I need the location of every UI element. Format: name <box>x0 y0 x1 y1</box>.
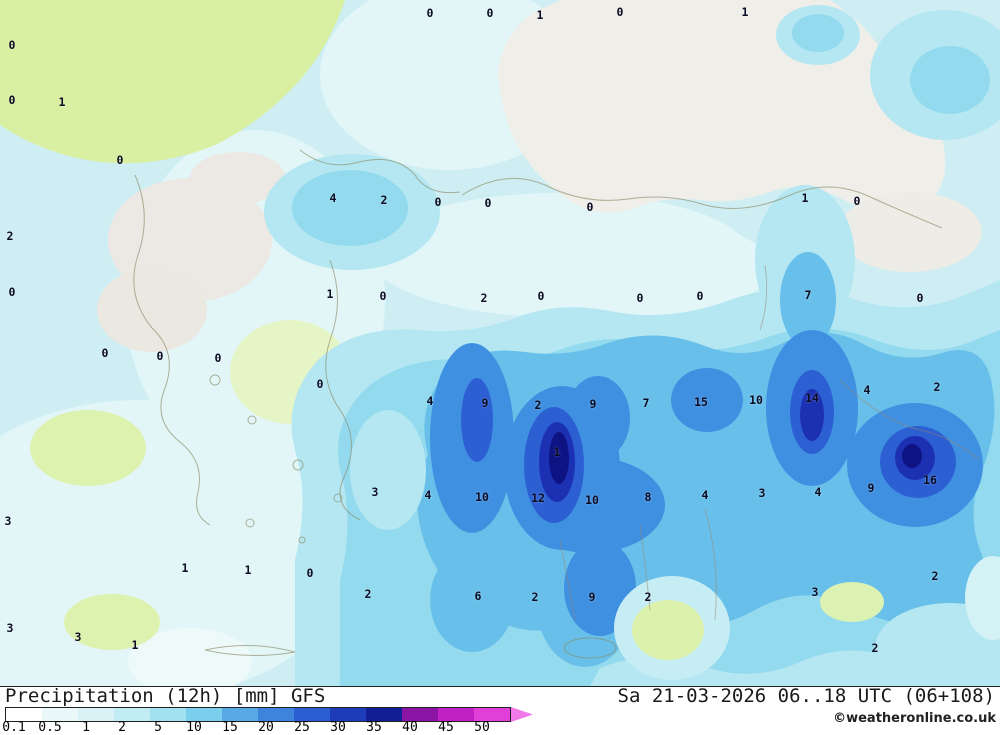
legend-tick-label: 50 <box>474 720 490 735</box>
legend-segment <box>474 708 510 721</box>
precip-field-svg <box>0 0 1000 686</box>
legend-tick-label: 1 <box>82 720 90 735</box>
legend-tick-label: 10 <box>186 720 202 735</box>
legend-segment <box>366 708 402 721</box>
legend-segment <box>6 708 42 721</box>
legend-tick-label: 2 <box>118 720 126 735</box>
legend-tick-label: 40 <box>402 720 418 735</box>
footer-bar: Precipitation (12h) [mm] GFS Sa 21-03-20… <box>0 685 1000 735</box>
coastlines <box>133 149 943 659</box>
precipitation-map: 0 0 1 0 1 0 0 1 0 2 0 4 2 0 0 0 1 0 1 0 2 0 0 0 7 0 0 0 0 0 4 9 2 9 7 15 10 1… <box>0 0 1000 686</box>
legend-segment <box>42 708 78 721</box>
legend-tick-label: 0.5 <box>38 720 62 735</box>
border-lines <box>559 264 981 621</box>
legend-segment <box>258 708 294 721</box>
precip-contours <box>0 0 1000 686</box>
legend-tick-label: 45 <box>438 720 454 735</box>
legend-segment <box>186 708 222 721</box>
legend-tick-label: 35 <box>366 720 382 735</box>
valid-datetime: Sa 21-03-2026 06..18 UTC (06+108) <box>617 685 996 707</box>
legend-color-bar <box>5 707 511 722</box>
legend-tick-label: 15 <box>222 720 238 735</box>
legend-tick-label: 25 <box>294 720 310 735</box>
legend-segment <box>438 708 474 721</box>
legend-segment <box>330 708 366 721</box>
map-title: Precipitation (12h) [mm] GFS <box>5 685 326 707</box>
legend-segment <box>222 708 258 721</box>
legend-tick-label: 5 <box>154 720 162 735</box>
copyright: ©weatheronline.co.uk <box>833 711 996 726</box>
legend-ticks: 0.1 0.5 1 2 5 10 15 20 25 30 35 40 45 50 <box>0 720 560 735</box>
legend-tick-label: 0.1 <box>2 720 26 735</box>
legend-segment <box>114 708 150 721</box>
legend-segment <box>294 708 330 721</box>
legend-segment <box>78 708 114 721</box>
legend-tick-label: 20 <box>258 720 274 735</box>
legend-segment <box>402 708 438 721</box>
legend-segment <box>150 708 186 721</box>
legend-tick-label: 30 <box>330 720 346 735</box>
